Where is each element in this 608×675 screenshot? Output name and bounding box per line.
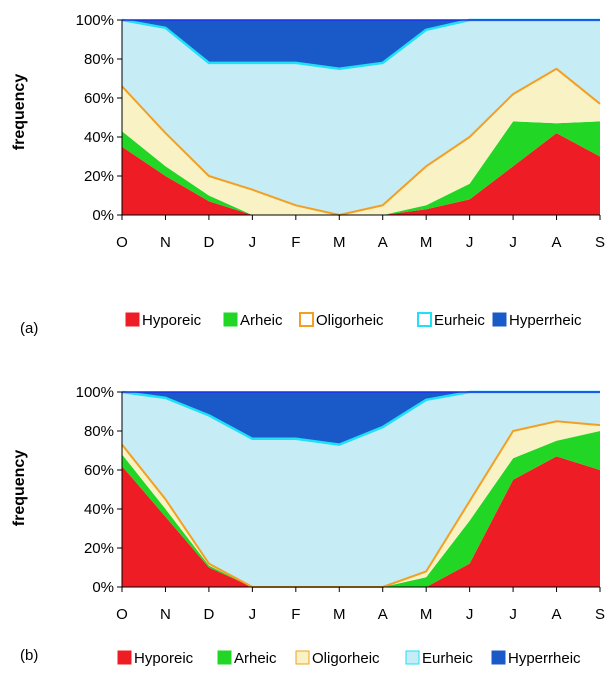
- legend-label-hyperrheic: Hyperrheic: [509, 312, 582, 329]
- x-tick-label: M: [333, 606, 346, 623]
- x-tick-label: J: [466, 606, 474, 623]
- panel-b-legend: Hyporeic Arheic Oligorheic Eurheic Hyperrhei…: [117, 650, 581, 667]
- y-tick-label: 100%: [76, 12, 114, 29]
- panel-b-areas: [121, 390, 601, 588]
- x-tick-label: N: [160, 606, 171, 623]
- x-tick-label: D: [203, 606, 214, 623]
- y-tick-label: 80%: [84, 423, 114, 440]
- panel-a-areas: [121, 18, 601, 216]
- area-eurheic: [122, 20, 600, 215]
- legend-swatch-hyperrheic: [491, 650, 506, 665]
- area-oligorheic: [122, 421, 600, 587]
- legend-swatch-eurheic: [405, 650, 420, 665]
- x-tick-label: O: [116, 234, 128, 251]
- x-tick-label: J: [249, 234, 257, 251]
- x-tick-label: N: [160, 234, 171, 251]
- x-tick-label: M: [420, 606, 433, 623]
- x-tick-label: O: [116, 606, 128, 623]
- legend-label-eurheic: Eurheic: [434, 312, 485, 329]
- legend-label-hyporeic: Hyporeic: [142, 312, 202, 329]
- legend-swatch-oligorheic: [299, 312, 314, 327]
- y-tick-label: 0%: [92, 579, 114, 596]
- x-tick-label: J: [509, 606, 517, 623]
- y-tick-label: 40%: [84, 129, 114, 146]
- y-tick-label: 80%: [84, 51, 114, 68]
- area-hyporeic: [122, 133, 600, 215]
- y-tick-label: 20%: [84, 540, 114, 557]
- panel-b-y-axis-label: frequency: [11, 450, 28, 527]
- y-tick-label: 100%: [76, 384, 114, 401]
- panel-a-y-axis-label: frequency: [11, 74, 28, 151]
- area-hyperrheic: [122, 20, 600, 69]
- x-tick-label: J: [466, 234, 474, 251]
- y-tick-label: 60%: [84, 462, 114, 479]
- x-tick-label: F: [291, 234, 300, 251]
- panel-b: 0% 20% 40% 60% 80% 100% O N D J F M A M J J A S frequenc…: [11, 384, 605, 667]
- legend-label-arheic: Arheic: [234, 650, 277, 667]
- legend-label-hyporeic: Hyporeic: [134, 650, 194, 667]
- legend-label-oligorheic: Oligorheic: [312, 650, 380, 667]
- x-tick-label: D: [203, 234, 214, 251]
- area-eurheic: [122, 392, 600, 587]
- x-tick-label: S: [595, 234, 605, 251]
- panel-a: 0% 20% 40% 60% 80% 100% O N D J F M A M J J A S frequenc…: [11, 12, 605, 337]
- legend-swatch-eurheic: [417, 312, 432, 327]
- y-tick-label: 0%: [92, 207, 114, 224]
- y-tick-label: 60%: [84, 90, 114, 107]
- x-tick-label: A: [378, 234, 388, 251]
- area-arheic: [122, 121, 600, 215]
- panel-a-legend: Hyporeic Arheic Oligorheic Eurheic Hyperrhei…: [125, 312, 582, 329]
- legend-label-hyperrheic: Hyperrheic: [508, 650, 581, 667]
- panel-a-y-axis: 0% 20% 40% 60% 80% 100%: [76, 12, 123, 224]
- legend-swatch-oligorheic: [295, 650, 310, 665]
- x-tick-label: S: [595, 606, 605, 623]
- area-hyporeic: [122, 456, 600, 587]
- legend-label-eurheic: Eurheic: [422, 650, 473, 667]
- legend-swatch-hyperrheic: [492, 312, 507, 327]
- x-tick-label: A: [552, 606, 562, 623]
- legend-swatch-hyporeic: [117, 650, 132, 665]
- line-oligorheic: [121, 67, 601, 216]
- panel-a-label: (a): [20, 320, 38, 337]
- x-tick-label: A: [552, 234, 562, 251]
- area-arheic: [122, 431, 600, 587]
- legend-swatch-arheic: [223, 312, 238, 327]
- area-oligorheic: [122, 68, 600, 215]
- x-tick-label: F: [291, 606, 300, 623]
- area-hyperrheic: [122, 392, 600, 445]
- x-tick-label: J: [249, 606, 257, 623]
- y-tick-label: 20%: [84, 168, 114, 185]
- x-tick-label: J: [509, 234, 517, 251]
- legend-swatch-hyporeic: [125, 312, 140, 327]
- panel-b-y-axis: 0% 20% 40% 60% 80% 100%: [76, 384, 123, 596]
- x-tick-label: M: [420, 234, 433, 251]
- legend-label-oligorheic: Oligorheic: [316, 312, 384, 329]
- x-tick-label: M: [333, 234, 346, 251]
- legend-swatch-arheic: [217, 650, 232, 665]
- legend-label-arheic: Arheic: [240, 312, 283, 329]
- x-tick-label: A: [378, 606, 388, 623]
- y-tick-label: 40%: [84, 501, 114, 518]
- panel-b-label: (b): [20, 647, 38, 664]
